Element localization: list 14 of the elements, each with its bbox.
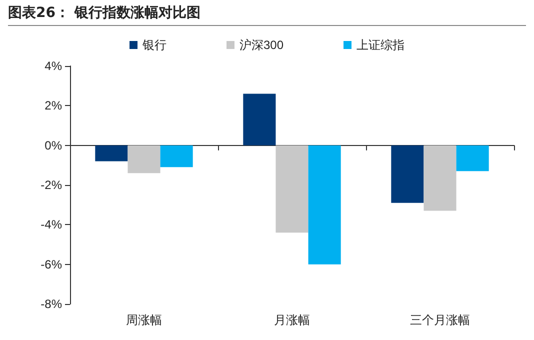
y-tick-label: -4% (40, 218, 62, 232)
y-tick-label: -8% (40, 297, 62, 311)
y-tick-label: 2% (44, 98, 62, 113)
chart-title: 图表26： 银行指数涨幅对比图 (8, 4, 526, 26)
y-tick-label: -2% (40, 178, 62, 192)
x-tick-label: 周涨幅 (126, 313, 162, 327)
legend-label: 上证综指 (356, 38, 405, 52)
y-tick-label: -6% (40, 257, 62, 272)
legend-label: 沪深300 (239, 38, 284, 52)
x-tick-label: 月涨幅 (274, 313, 310, 327)
y-tick-label: 0% (44, 138, 62, 152)
legend-label: 银行 (141, 38, 166, 52)
y-tick-label: 4% (44, 59, 62, 73)
x-tick-label: 三个月涨幅 (410, 313, 470, 327)
